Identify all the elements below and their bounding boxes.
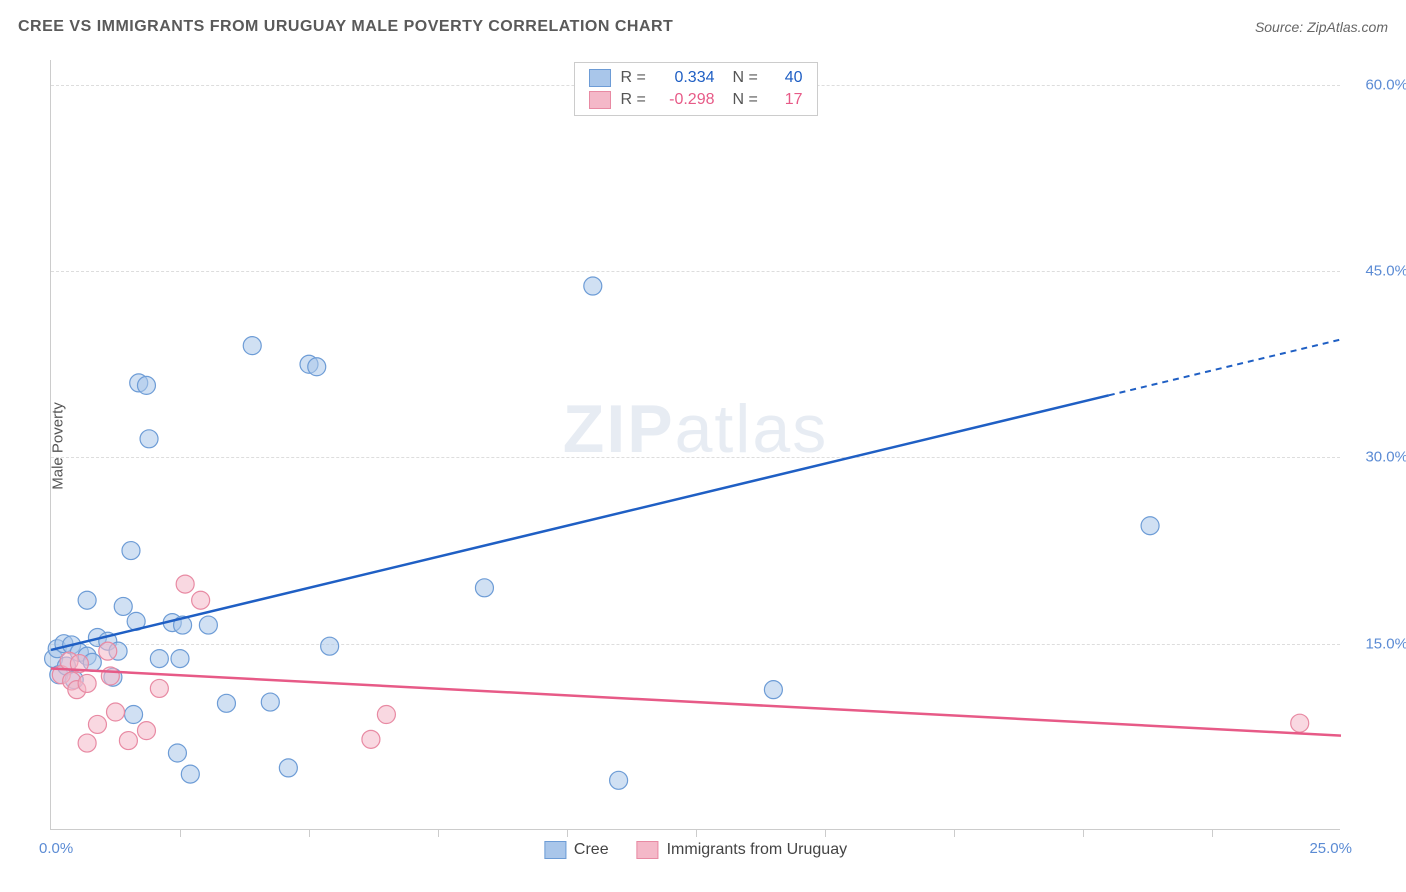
legend-label: Cree: [574, 841, 609, 859]
source-attribution: Source: ZipAtlas.com: [1255, 19, 1388, 35]
data-point: [101, 667, 119, 685]
legend-row: R = -0.298 N = 17: [589, 89, 803, 111]
data-point: [137, 376, 155, 394]
trend-line: [51, 669, 1341, 736]
data-point: [199, 616, 217, 634]
correlation-legend: R = 0.334 N = 40 R = -0.298 N = 17: [574, 62, 818, 116]
series-legend: Cree Immigrants from Uruguay: [544, 841, 847, 859]
r-label: R =: [621, 69, 649, 87]
legend-swatch: [544, 841, 566, 859]
n-label: N =: [733, 69, 761, 87]
data-point: [261, 693, 279, 711]
data-point: [150, 679, 168, 697]
header: CREE VS IMMIGRANTS FROM URUGUAY MALE POV…: [18, 18, 1388, 36]
legend-item: Cree: [544, 841, 609, 859]
data-point: [122, 542, 140, 560]
x-tick: [309, 829, 310, 837]
x-tick: [1083, 829, 1084, 837]
data-point: [764, 681, 782, 699]
n-label: N =: [733, 91, 761, 109]
r-value: 0.334: [659, 69, 715, 87]
data-point: [119, 732, 137, 750]
legend-swatch: [637, 841, 659, 859]
n-value: 40: [771, 69, 803, 87]
legend-swatch: [589, 69, 611, 87]
data-point: [475, 579, 493, 597]
data-point: [192, 591, 210, 609]
y-tick-label: 45.0%: [1348, 263, 1406, 280]
x-axis-start-label: 0.0%: [39, 840, 73, 857]
data-point: [78, 591, 96, 609]
data-point: [140, 430, 158, 448]
y-tick-label: 60.0%: [1348, 76, 1406, 93]
x-tick: [696, 829, 697, 837]
data-point: [78, 674, 96, 692]
data-point: [99, 642, 117, 660]
scatter-svg: [51, 60, 1340, 829]
data-point: [584, 277, 602, 295]
x-tick: [954, 829, 955, 837]
data-point: [78, 734, 96, 752]
x-tick: [825, 829, 826, 837]
trend-line-extrapolated: [1109, 339, 1341, 395]
chart-plot-area: ZIPatlas R =0.334N =40R =-0.298N =17 0.0…: [50, 60, 1340, 830]
data-point: [377, 706, 395, 724]
data-point: [181, 765, 199, 783]
x-tick: [567, 829, 568, 837]
y-tick-label: 30.0%: [1348, 449, 1406, 466]
data-point: [171, 650, 189, 668]
data-point: [176, 575, 194, 593]
legend-swatch: [589, 91, 611, 109]
data-point: [1141, 517, 1159, 535]
data-point: [217, 694, 235, 712]
trend-line: [51, 395, 1109, 650]
legend-label: Immigrants from Uruguay: [667, 841, 848, 859]
data-point: [107, 703, 125, 721]
chart-title: CREE VS IMMIGRANTS FROM URUGUAY MALE POV…: [18, 18, 673, 36]
data-point: [1291, 714, 1309, 732]
data-point: [168, 744, 186, 762]
x-tick: [438, 829, 439, 837]
r-value: -0.298: [659, 91, 715, 109]
data-point: [243, 337, 261, 355]
data-point: [88, 715, 106, 733]
legend-item: Immigrants from Uruguay: [637, 841, 848, 859]
x-axis-end-label: 25.0%: [1309, 840, 1352, 857]
data-point: [137, 722, 155, 740]
x-tick: [180, 829, 181, 837]
data-point: [125, 706, 143, 724]
data-point: [150, 650, 168, 668]
data-point: [362, 730, 380, 748]
x-tick: [1212, 829, 1213, 837]
n-value: 17: [771, 91, 803, 109]
data-point: [279, 759, 297, 777]
data-point: [308, 358, 326, 376]
data-point: [610, 771, 628, 789]
y-tick-label: 15.0%: [1348, 635, 1406, 652]
legend-row: R = 0.334 N = 40: [589, 67, 803, 89]
data-point: [114, 597, 132, 615]
data-point: [321, 637, 339, 655]
r-label: R =: [621, 91, 649, 109]
